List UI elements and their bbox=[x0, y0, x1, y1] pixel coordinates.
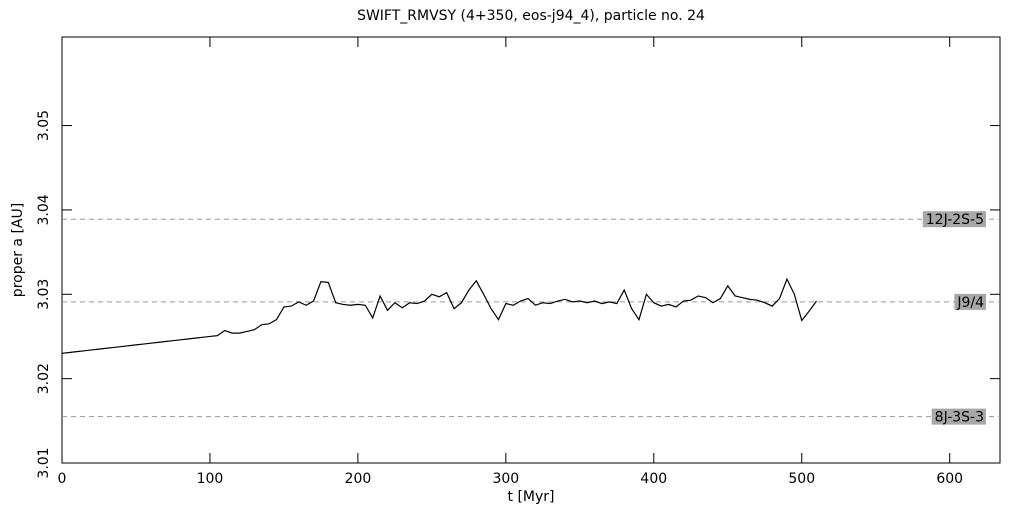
y-tick-label: 3.05 bbox=[36, 110, 52, 141]
x-tick-label: 300 bbox=[492, 471, 519, 487]
y-tick-label: 3.03 bbox=[36, 279, 52, 310]
y-tick-label: 3.02 bbox=[36, 363, 52, 394]
data-line bbox=[61, 277, 818, 354]
x-axis-label: t [Myr] bbox=[508, 489, 555, 505]
y-axis-label: proper a [AU] bbox=[10, 203, 26, 297]
y-tick-label: 3.01 bbox=[36, 447, 52, 478]
plot-frame bbox=[61, 36, 1001, 464]
chart-title: SWIFT_RMVSY (4+350, eos-j94_4), particle… bbox=[357, 8, 705, 24]
x-tick-label: 0 bbox=[58, 471, 67, 487]
reference-label: J9/4 bbox=[956, 295, 984, 311]
reference-label: 8J-3S-3 bbox=[935, 410, 984, 426]
x-tick-label: 400 bbox=[640, 471, 667, 487]
reference-label-box bbox=[954, 293, 986, 310]
x-tick-label: 100 bbox=[197, 471, 224, 487]
reference-label-box bbox=[922, 211, 986, 228]
reference-label-box bbox=[931, 408, 986, 425]
x-tick-label: 200 bbox=[345, 471, 372, 487]
x-tick-label: 600 bbox=[936, 471, 963, 487]
x-tick-label: 500 bbox=[788, 471, 815, 487]
reference-label: 12J-2S-5 bbox=[926, 212, 984, 228]
y-tick-label: 3.04 bbox=[36, 194, 52, 225]
